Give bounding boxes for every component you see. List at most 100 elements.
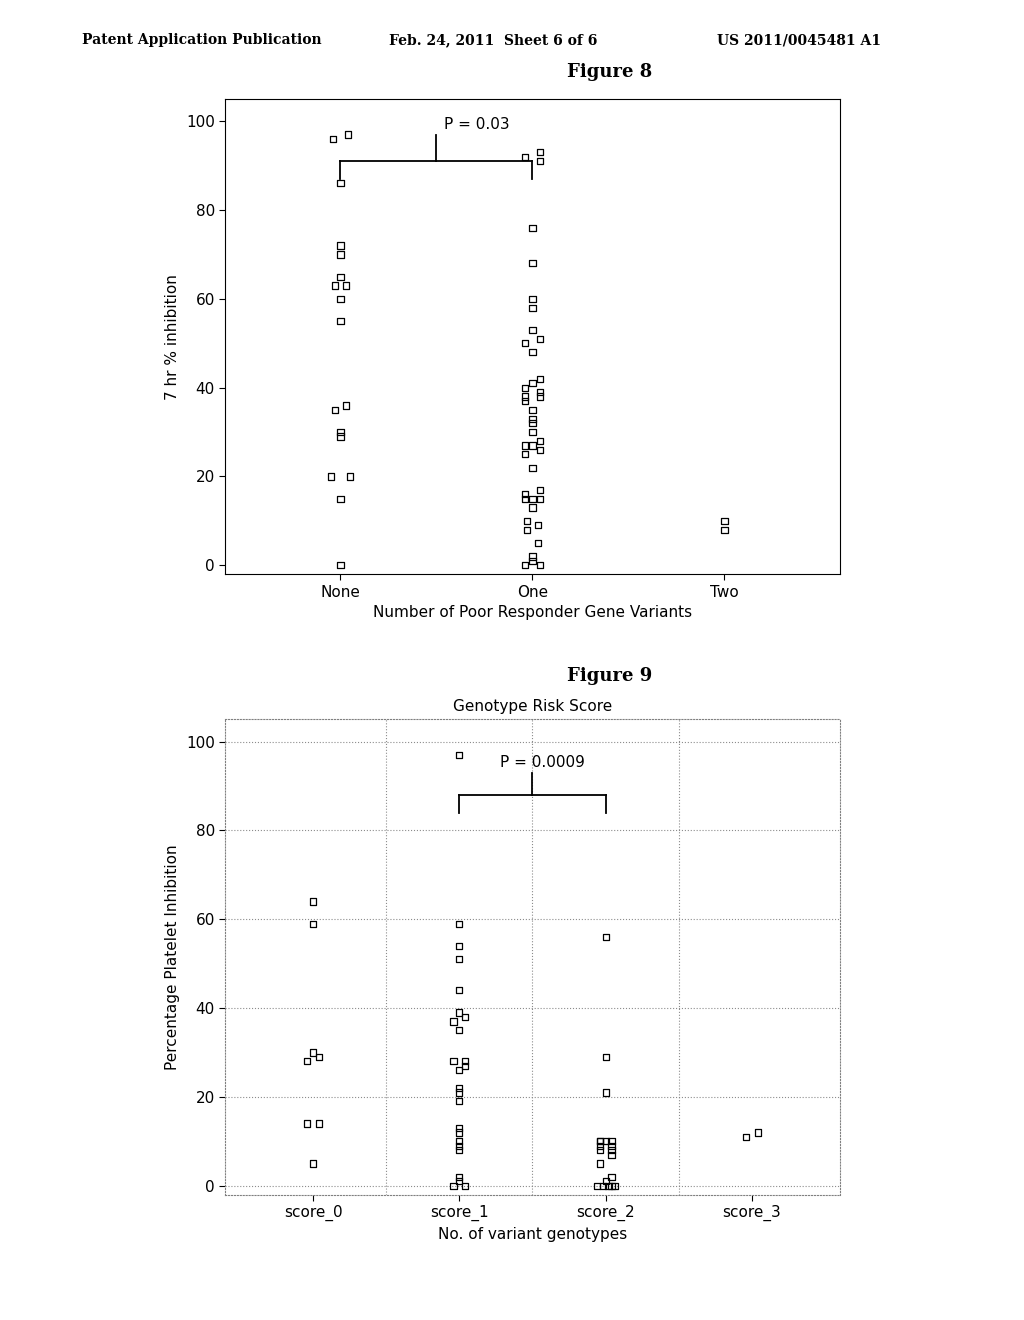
- Point: [524, 218, 541, 239]
- Point: [592, 1131, 608, 1152]
- Point: [452, 1082, 468, 1104]
- Point: [445, 1011, 462, 1032]
- Point: [452, 1122, 468, 1143]
- Text: Figure 9: Figure 9: [566, 667, 652, 685]
- Point: [452, 936, 468, 957]
- Point: [332, 426, 348, 447]
- Point: [524, 550, 541, 572]
- Point: [327, 275, 343, 296]
- Point: [332, 173, 348, 194]
- Point: [516, 554, 532, 576]
- Text: Figure 8: Figure 8: [566, 63, 652, 82]
- Point: [452, 1135, 468, 1156]
- Point: [532, 479, 549, 500]
- Point: [332, 288, 348, 309]
- Point: [595, 1175, 611, 1196]
- Text: Feb. 24, 2011  Sheet 6 of 6: Feb. 24, 2011 Sheet 6 of 6: [389, 33, 597, 48]
- Point: [327, 400, 343, 421]
- Point: [516, 444, 532, 465]
- Point: [299, 1113, 315, 1134]
- Point: [332, 310, 348, 331]
- Point: [524, 400, 541, 421]
- Point: [524, 372, 541, 393]
- Point: [603, 1131, 620, 1152]
- Point: [452, 913, 468, 935]
- Point: [597, 1171, 613, 1192]
- Point: [310, 1113, 327, 1134]
- Point: [532, 488, 549, 510]
- Point: [532, 368, 549, 389]
- X-axis label: Number of Poor Responder Gene Variants: Number of Poor Responder Gene Variants: [373, 605, 692, 620]
- Point: [518, 511, 535, 532]
- Point: [305, 891, 322, 912]
- Point: [603, 1167, 620, 1188]
- Point: [457, 1175, 473, 1196]
- Point: [597, 927, 613, 948]
- Point: [532, 141, 549, 162]
- Point: [589, 1175, 605, 1196]
- Point: [524, 421, 541, 442]
- Point: [524, 457, 541, 478]
- Point: [524, 408, 541, 429]
- Point: [445, 1051, 462, 1072]
- Point: [452, 1077, 468, 1098]
- Point: [516, 378, 532, 399]
- Point: [603, 1175, 620, 1196]
- Point: [452, 1060, 468, 1081]
- Point: [452, 949, 468, 970]
- Point: [524, 413, 541, 434]
- Point: [524, 488, 541, 510]
- Point: [310, 1047, 327, 1068]
- Point: [332, 235, 348, 256]
- Point: [530, 515, 547, 536]
- Point: [516, 333, 532, 354]
- Point: [516, 147, 532, 168]
- Point: [717, 511, 733, 532]
- Point: [597, 1131, 613, 1152]
- X-axis label: No. of variant genotypes: No. of variant genotypes: [438, 1226, 627, 1242]
- Point: [452, 744, 468, 766]
- Point: [452, 1118, 468, 1139]
- Point: [338, 395, 354, 416]
- Point: [524, 297, 541, 318]
- Point: [532, 430, 549, 451]
- Point: [452, 1020, 468, 1041]
- Point: [592, 1152, 608, 1173]
- Point: [342, 466, 358, 487]
- Point: [452, 1131, 468, 1152]
- Point: [592, 1131, 608, 1152]
- Point: [606, 1175, 623, 1196]
- Point: [603, 1144, 620, 1166]
- Point: [532, 554, 549, 576]
- Point: [600, 1175, 616, 1196]
- Point: [597, 1082, 613, 1104]
- Point: [305, 1041, 322, 1063]
- Point: [518, 519, 535, 540]
- Point: [530, 532, 547, 553]
- Point: [524, 288, 541, 309]
- Point: [457, 1055, 473, 1076]
- Point: [592, 1135, 608, 1156]
- Point: [457, 1051, 473, 1072]
- Point: [305, 1152, 322, 1173]
- Point: [516, 385, 532, 407]
- Point: [452, 1090, 468, 1111]
- Point: [532, 381, 549, 403]
- Y-axis label: 7 hr % inhibition: 7 hr % inhibition: [166, 273, 180, 400]
- Point: [452, 1139, 468, 1160]
- Point: [532, 440, 549, 461]
- Point: [516, 488, 532, 510]
- Point: [445, 1175, 462, 1196]
- Point: [524, 319, 541, 341]
- Point: [603, 1135, 620, 1156]
- Point: [325, 128, 341, 149]
- Point: [452, 1171, 468, 1192]
- Point: [305, 913, 322, 935]
- Point: [516, 391, 532, 412]
- Point: [738, 1126, 755, 1147]
- Point: [452, 1167, 468, 1188]
- Point: [524, 498, 541, 519]
- Point: [332, 267, 348, 288]
- Point: [597, 1047, 613, 1068]
- Y-axis label: Percentage Platelet Inhibition: Percentage Platelet Inhibition: [166, 845, 180, 1069]
